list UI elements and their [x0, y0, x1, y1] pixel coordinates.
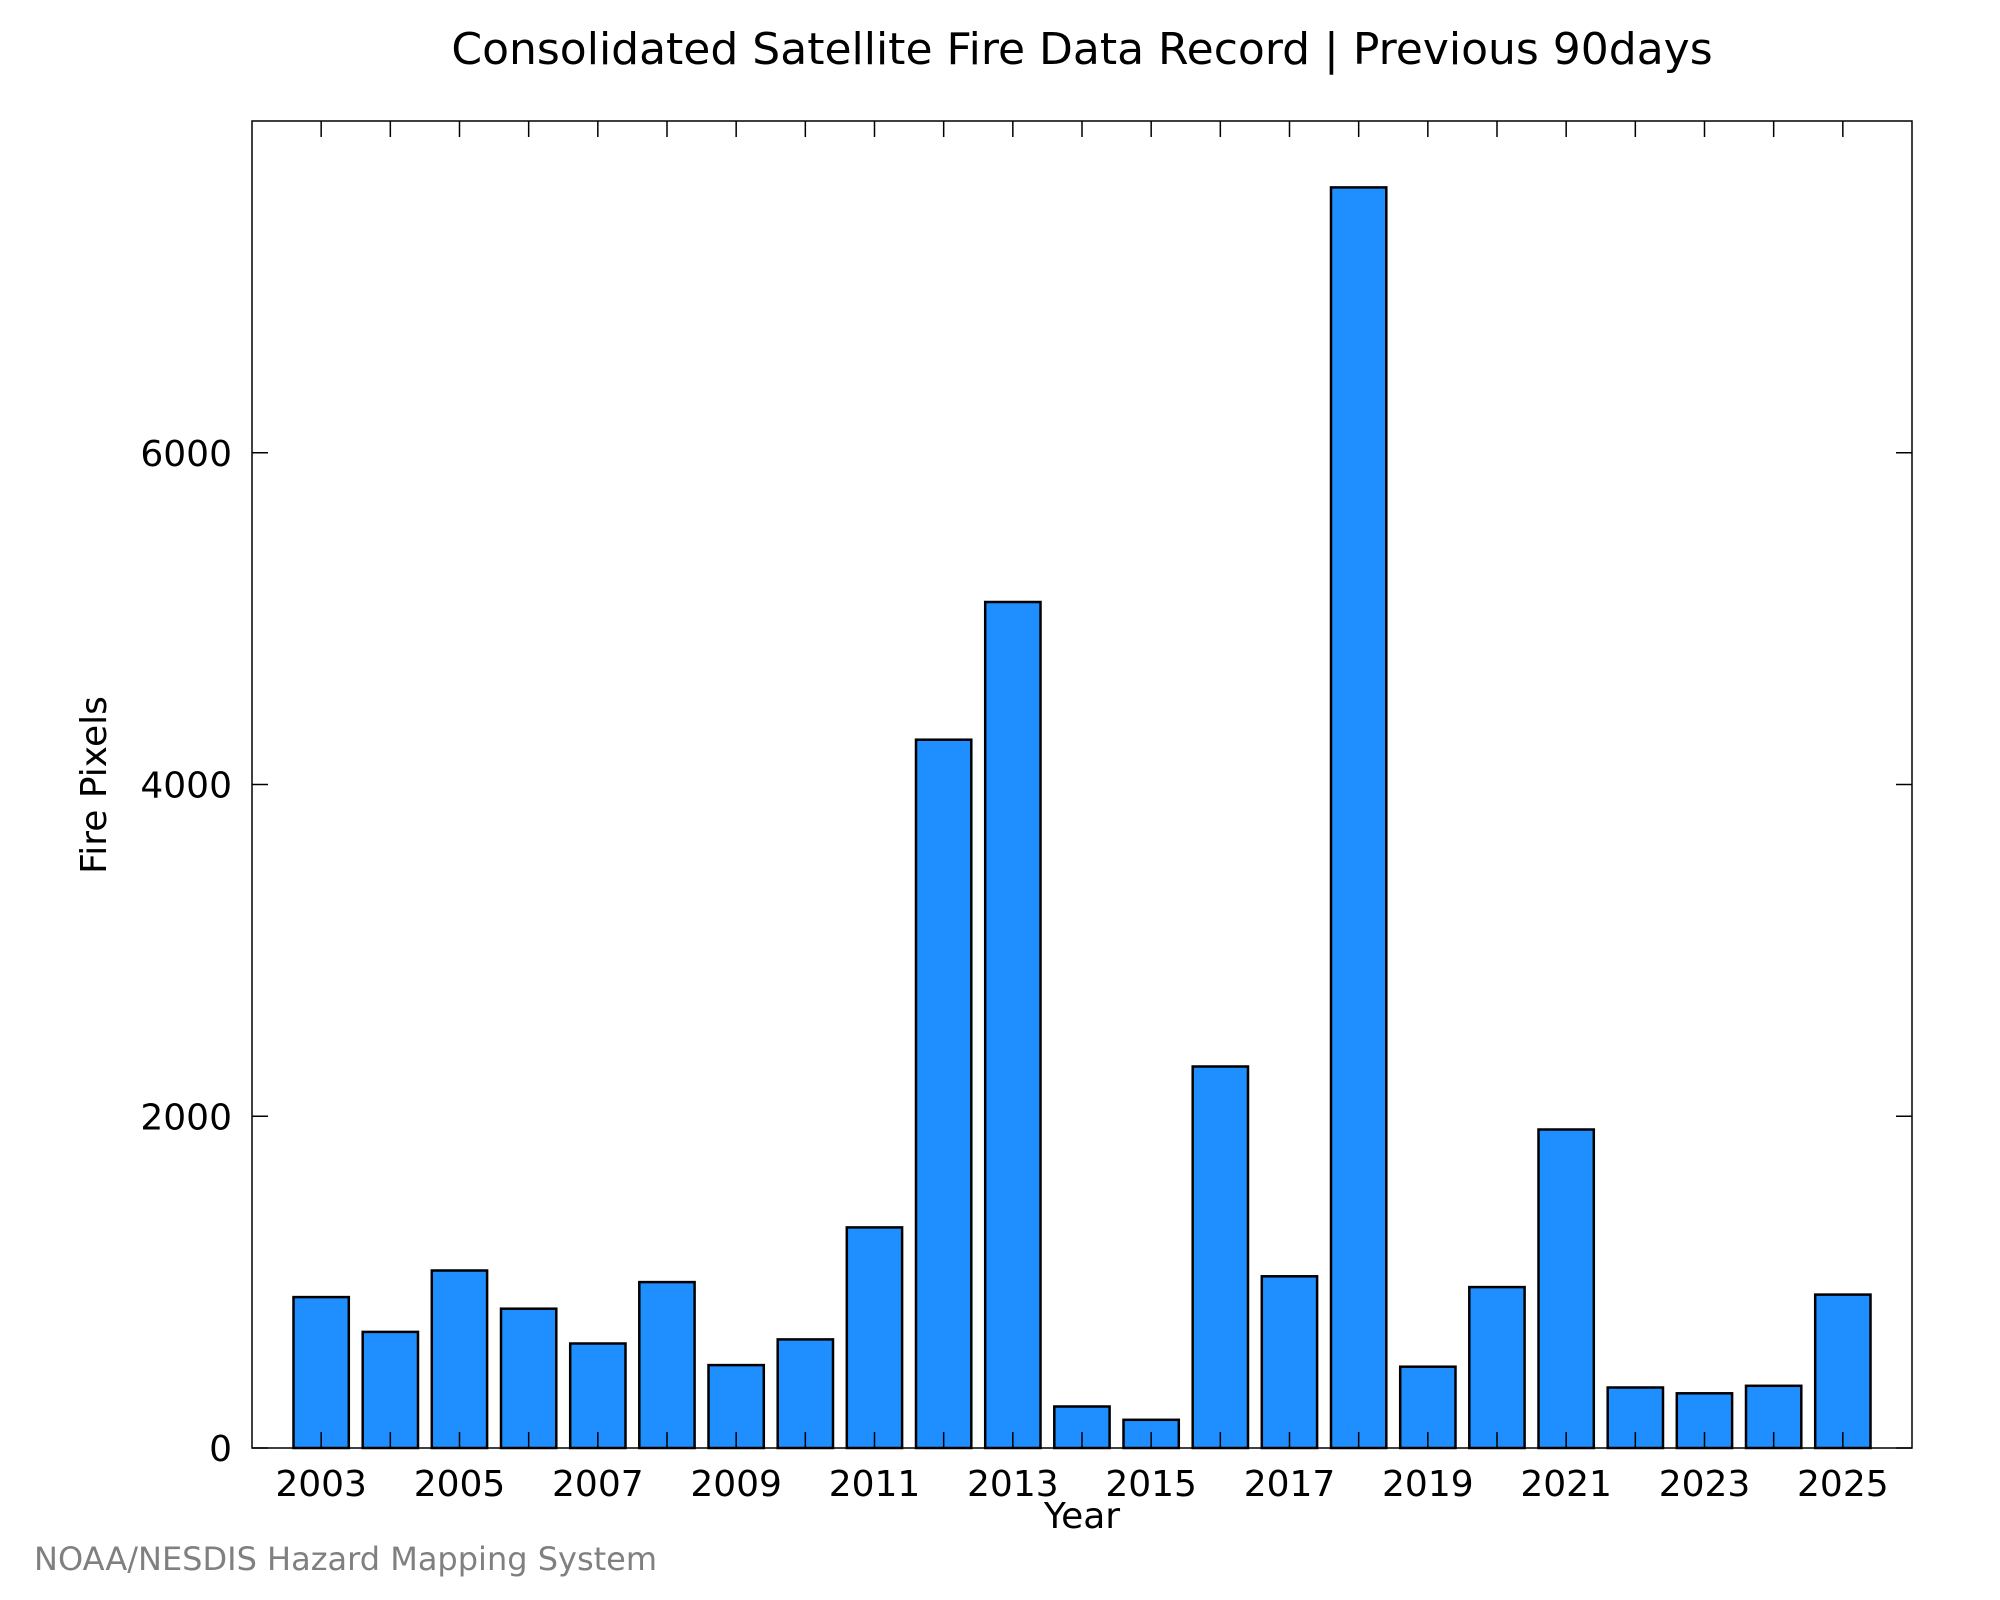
chart-title: Consolidated Satellite Fire Data Record …	[451, 24, 1712, 75]
bar-2025	[1813, 1293, 1872, 1450]
bar-2008	[638, 1280, 696, 1450]
bar-2003	[292, 1295, 351, 1450]
bar-2021	[1537, 1128, 1596, 1450]
y-tick-label-0: 0	[209, 1429, 232, 1470]
axis-ticks: 2003 2005 2007 2009 2011 2013 2015 2017 2019 2021…	[140, 121, 1912, 1505]
x-tick-label-2013: 2013	[967, 1464, 1059, 1505]
bar-2012	[914, 738, 973, 1450]
bar-2007	[568, 1342, 627, 1450]
x-tick-label-2011: 2011	[829, 1464, 921, 1505]
x-tick-label-2003: 2003	[275, 1464, 367, 1505]
bar-2017	[1260, 1275, 1319, 1450]
x-tick-label-2007: 2007	[552, 1464, 644, 1505]
bar-2011	[845, 1226, 904, 1450]
bars	[292, 186, 1872, 1450]
x-tick-label-2017: 2017	[1244, 1464, 1336, 1505]
bar-2010	[776, 1338, 835, 1450]
bar-2013	[983, 600, 1042, 1450]
x-tick-label-2009: 2009	[690, 1464, 782, 1505]
bar-2016	[1191, 1065, 1250, 1450]
x-tick-label-2015: 2015	[1105, 1464, 1197, 1505]
y-tick-label-6000: 6000	[140, 434, 232, 475]
x-axis-label: Year	[1043, 1496, 1120, 1537]
x-tick-label-2005: 2005	[414, 1464, 506, 1505]
x-tick-label-2023: 2023	[1659, 1464, 1751, 1505]
y-tick-label-2000: 2000	[140, 1097, 232, 1138]
y-tick-label-4000: 4000	[140, 766, 232, 807]
x-tick-label-2019: 2019	[1382, 1464, 1474, 1505]
plot-frame	[251, 120, 1913, 1449]
bar-2018	[1329, 186, 1388, 1450]
bar-2020	[1468, 1285, 1526, 1450]
x-tick-label-2025: 2025	[1797, 1464, 1889, 1505]
bar-2004	[361, 1330, 420, 1450]
bar-2006	[499, 1307, 558, 1450]
x-tick-label-2021: 2021	[1520, 1464, 1612, 1505]
credit-text: NOAA/NESDIS Hazard Mapping System	[34, 1540, 657, 1578]
y-axis-label: Fire Pixels	[74, 696, 115, 874]
bar-2005	[430, 1269, 489, 1450]
